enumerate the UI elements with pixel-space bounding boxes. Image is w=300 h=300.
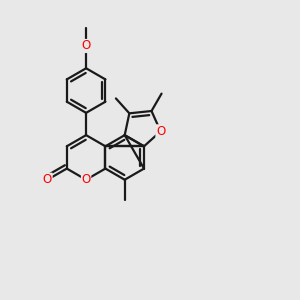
Text: O: O	[82, 173, 91, 186]
Text: O: O	[43, 173, 52, 186]
Text: O: O	[156, 125, 165, 138]
Text: O: O	[82, 40, 91, 52]
